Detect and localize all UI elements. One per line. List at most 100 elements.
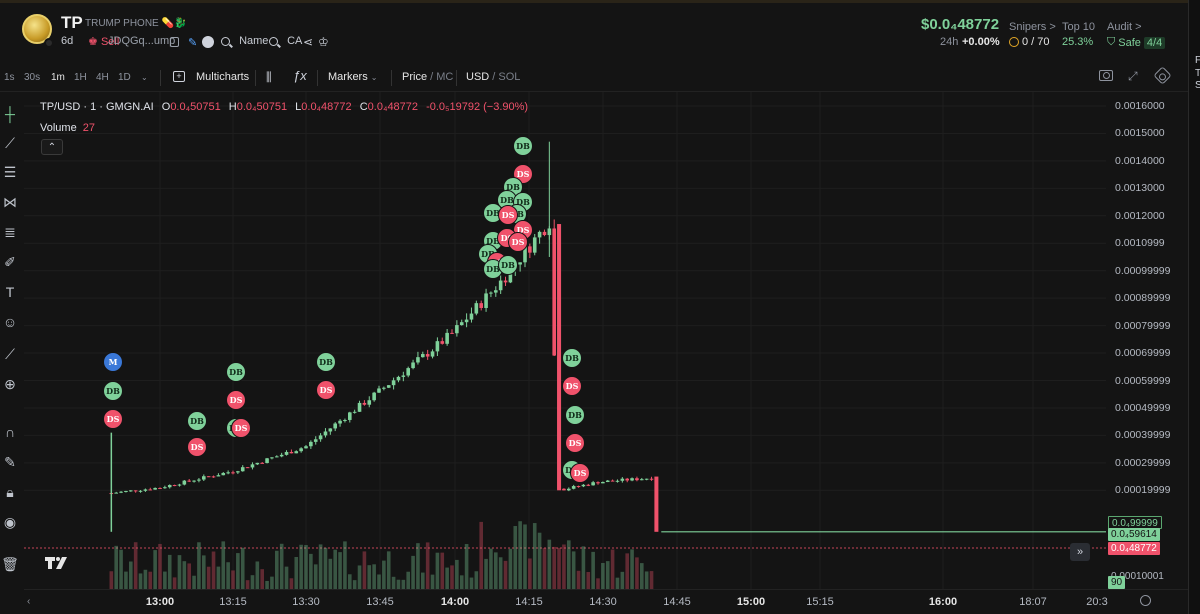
currency-toggle[interactable]: USD / SOL bbox=[466, 71, 521, 83]
candle-body bbox=[304, 446, 308, 449]
ohlc-legend: TP/USD · 1 · GMGN.AI O0.0₄50751 H0.0₄507… bbox=[40, 101, 528, 113]
candle-body bbox=[537, 231, 542, 238]
pencil-icon[interactable]: ✎ bbox=[188, 37, 198, 49]
candle-body bbox=[158, 487, 162, 489]
candle-body bbox=[202, 476, 206, 480]
tradingview-logo[interactable] bbox=[44, 555, 72, 573]
indicators-icon[interactable]: ƒx bbox=[293, 68, 307, 83]
price-axis-label: 0.0014000 bbox=[1115, 154, 1165, 167]
markers-dropdown[interactable]: Markers ⌄ bbox=[328, 71, 378, 83]
candle-body bbox=[260, 462, 264, 464]
marker-label: DS bbox=[569, 438, 582, 448]
camera-icon[interactable] bbox=[1099, 70, 1113, 81]
multicharts-icon[interactable]: + bbox=[173, 71, 185, 82]
candle-body bbox=[494, 290, 498, 293]
token-symbol: TP bbox=[61, 13, 83, 32]
marker-circle bbox=[316, 352, 336, 372]
volume-bar bbox=[231, 570, 235, 589]
marker-circle bbox=[508, 232, 528, 252]
marker-circle bbox=[103, 352, 123, 372]
marker-label: DS bbox=[230, 395, 243, 405]
eye-icon[interactable]: ◉ bbox=[3, 514, 17, 530]
volume-bar bbox=[372, 564, 376, 589]
ruler-icon[interactable]: ⟋ bbox=[5, 346, 15, 362]
chevron-left-icon[interactable]: ‹ bbox=[27, 596, 31, 607]
volume-bar bbox=[401, 579, 406, 589]
time-axis-label: 14:45 bbox=[663, 596, 691, 608]
lock-drawing-icon[interactable]: ✎ bbox=[4, 454, 16, 470]
time-axis[interactable] bbox=[24, 589, 1188, 614]
marker-circle bbox=[565, 405, 585, 425]
pattern-icon[interactable]: ⋈ bbox=[3, 194, 17, 210]
volume-bar bbox=[270, 576, 274, 589]
token-header bbox=[0, 0, 1200, 64]
trend-line-icon[interactable]: ⟋ bbox=[5, 135, 15, 151]
dev-sell-marker: DS bbox=[316, 380, 336, 400]
timeframe-1d[interactable]: 1D bbox=[118, 72, 131, 83]
volume-bar bbox=[523, 524, 527, 589]
price-mc-toggle[interactable]: Price / MC bbox=[402, 71, 454, 83]
timeframe-1s[interactable]: 1s bbox=[4, 72, 15, 83]
copy-icon[interactable] bbox=[170, 37, 179, 47]
magnet-icon[interactable]: ∩ bbox=[4, 424, 16, 440]
compare-icon[interactable]: ⫼ bbox=[266, 70, 272, 84]
sol-toggle-label: SOL bbox=[498, 71, 521, 83]
multicharts-button[interactable]: Multicharts bbox=[196, 71, 250, 83]
marker-label: DB bbox=[486, 236, 500, 246]
audit-link[interactable]: Audit > bbox=[1107, 21, 1142, 33]
volume-bar bbox=[333, 549, 337, 589]
volume-bar bbox=[445, 567, 449, 589]
text-icon[interactable]: T bbox=[5, 284, 15, 300]
marker-circle bbox=[562, 348, 582, 368]
candle-body bbox=[625, 478, 629, 481]
share-icon[interactable]: ⋖ bbox=[303, 35, 314, 49]
marker-label: DS bbox=[517, 169, 530, 179]
timeframe-dropdown-icon[interactable]: ⌄ bbox=[141, 73, 148, 82]
timeframe-30s[interactable]: 30s bbox=[24, 72, 41, 83]
snipers-link[interactable]: Snipers > bbox=[1009, 21, 1056, 33]
price-axis[interactable] bbox=[1106, 92, 1188, 589]
timeframe-1h[interactable]: 1H bbox=[74, 72, 87, 83]
marker-label: DB bbox=[565, 353, 579, 363]
marker-label: DB bbox=[481, 249, 495, 259]
search-ca-button[interactable]: CA bbox=[269, 35, 302, 47]
expand-icon[interactable]: ⤢ bbox=[1128, 69, 1138, 83]
lock-icon[interactable]: 🔒︎ bbox=[6, 484, 14, 500]
candle-body bbox=[182, 480, 187, 485]
volume-bar bbox=[450, 565, 454, 589]
search-icon bbox=[269, 36, 278, 46]
crown-icon[interactable]: ♔ bbox=[318, 35, 329, 49]
chevron-down-icon: ⌄ bbox=[370, 73, 378, 82]
scroll-to-realtime-button[interactable]: » bbox=[1070, 543, 1090, 561]
candle-body bbox=[187, 480, 191, 482]
volume-bar bbox=[255, 561, 260, 589]
volume-bar bbox=[459, 575, 464, 589]
price-axis-label: 0.00049999 bbox=[1115, 401, 1171, 414]
crosshair-icon[interactable]: ┼ bbox=[5, 106, 15, 122]
volume-bar bbox=[163, 571, 167, 589]
price-chart[interactable]: MDBDSDBDSDBDSDBDSDBDSDBDSDBDBDBDBDBDSDSD… bbox=[24, 92, 1106, 589]
sell-icon: ♚ bbox=[88, 36, 98, 48]
fib-icon[interactable]: ≣ bbox=[4, 224, 16, 240]
candle-body bbox=[523, 246, 527, 263]
chart-canvas[interactable]: MDBDSDBDSDBDSDBDSDBDSDBDSDBDBDBDBDBDSDSD… bbox=[24, 92, 1106, 589]
brush-icon[interactable]: ✐ bbox=[4, 254, 16, 270]
horizontal-lines-icon[interactable]: ☰ bbox=[3, 164, 17, 180]
volume-bar bbox=[489, 548, 493, 589]
divider bbox=[160, 70, 161, 86]
trash-icon[interactable]: 🗑︎ bbox=[1, 556, 19, 572]
timeframe-4h[interactable]: 4H bbox=[96, 72, 109, 83]
search-name-button[interactable]: Name bbox=[221, 35, 268, 47]
candle-body bbox=[255, 462, 260, 465]
collapse-legend-button[interactable]: ⌃ bbox=[41, 139, 63, 155]
candle-body bbox=[479, 303, 483, 308]
timeframe-1m[interactable]: 1m bbox=[51, 72, 65, 83]
coin-icon[interactable] bbox=[202, 36, 214, 48]
zoom-in-icon[interactable]: ⊕ bbox=[4, 376, 16, 392]
dev-sell-marker: DS bbox=[226, 390, 246, 410]
emoji-icon[interactable]: ☺ bbox=[2, 314, 18, 330]
marker-circle bbox=[513, 136, 533, 156]
axis-settings-icon[interactable] bbox=[1140, 595, 1151, 606]
price-axis-label: 0.00069999 bbox=[1115, 347, 1171, 360]
search-icon bbox=[221, 36, 230, 46]
